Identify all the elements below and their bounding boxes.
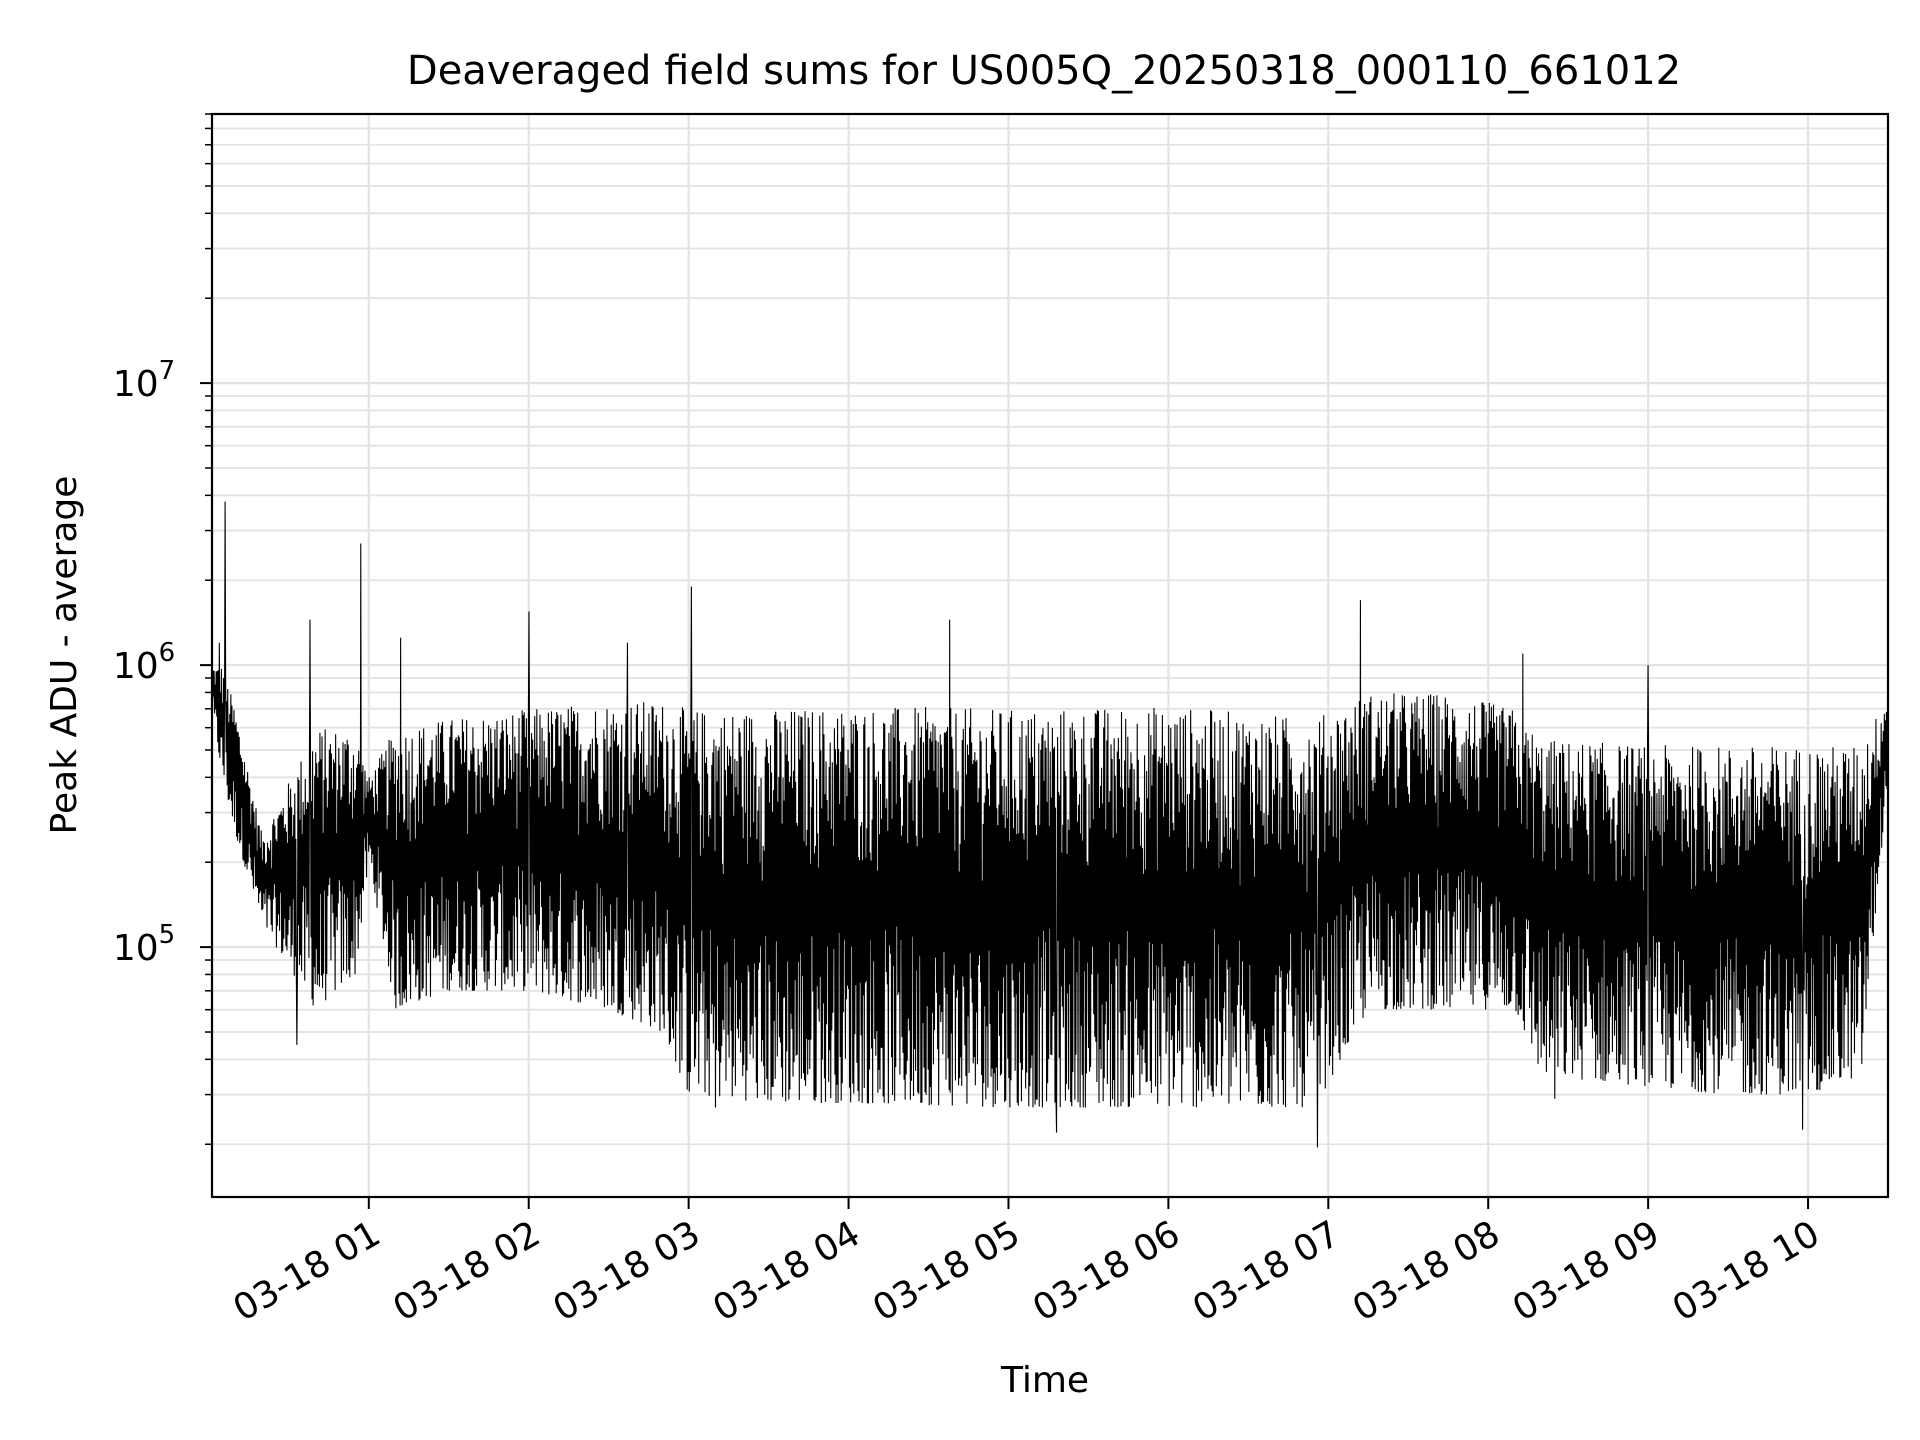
x-axis-label: Time [1000,1360,1089,1401]
y-tick-exponent: 6 [159,638,176,668]
y-axis-label: Peak ADU - average [44,476,85,835]
chart-title: Deaveraged field sums for US005Q_2025031… [407,48,1681,94]
y-tick-label: 107 [113,356,175,405]
series-path [211,501,1889,1148]
y-tick-label: 105 [113,920,175,969]
y-tick-label: 106 [113,638,175,687]
y-tick-exponent: 7 [159,356,176,386]
plot-area-frame [210,112,1890,1199]
y-tick-base: 10 [113,928,159,969]
y-tick-exponent: 5 [159,920,176,950]
series-line [211,501,1889,1148]
y-tick-base: 10 [113,646,159,687]
y-tick-base: 10 [113,364,159,405]
